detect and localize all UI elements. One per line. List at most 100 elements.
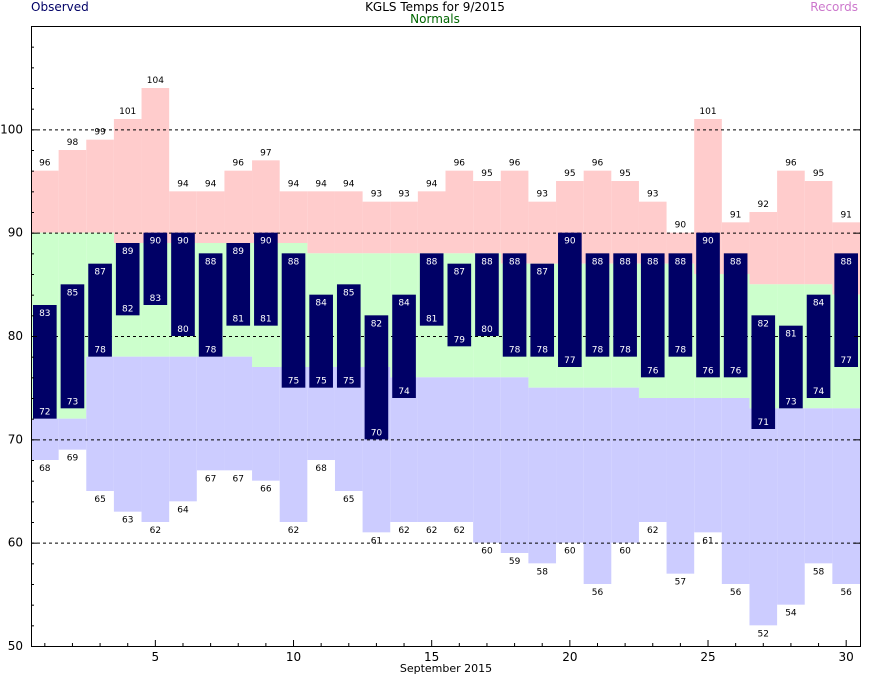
observed-high-label: 88: [647, 257, 659, 267]
record-high-bar: [279, 191, 308, 243]
observed-low-label: 78: [675, 346, 687, 356]
record-high-bar: [252, 160, 280, 243]
observed-high-label: 88: [592, 257, 604, 267]
observed-bar: [88, 263, 112, 357]
record-low-label: 65: [94, 495, 105, 505]
observed-bar: [668, 253, 693, 357]
record-high-bar: [473, 181, 501, 254]
record-high-bar: [390, 201, 418, 254]
record-low-label: 56: [592, 588, 604, 598]
observed-high-label: 84: [813, 299, 825, 309]
record-low-bar: [666, 398, 695, 574]
observed-low-label: 75: [288, 377, 299, 387]
record-high-label: 94: [315, 179, 327, 189]
observed-bar: [806, 294, 831, 398]
record-low-label: 60: [481, 547, 493, 557]
record-low-label: 60: [619, 547, 631, 557]
observed-bar: [143, 232, 168, 305]
observed-high-label: 89: [233, 247, 245, 257]
observed-high-label: 82: [758, 319, 769, 329]
record-low-bar: [832, 408, 860, 584]
y-tick-label: 80: [8, 329, 23, 343]
observed-bar: [751, 315, 776, 429]
observed-bar: [723, 253, 748, 378]
record-high-label: 93: [398, 190, 409, 200]
record-low-label: 67: [233, 474, 244, 484]
observed-low-label: 77: [840, 356, 851, 366]
observed-bar: [336, 284, 361, 388]
record-low-label: 67: [205, 474, 216, 484]
observed-low-label: 76: [647, 366, 659, 376]
observed-low-label: 81: [426, 315, 437, 325]
observed-low-label: 78: [509, 346, 521, 356]
record-high-label: 90: [675, 221, 687, 231]
record-high-label: 93: [536, 190, 547, 200]
observed-high-label: 90: [702, 237, 714, 247]
observed-layer: [33, 232, 858, 440]
observed-high-label: 90: [150, 237, 162, 247]
record-low-label: 62: [454, 526, 465, 536]
record-high-label: 96: [592, 159, 604, 169]
observed-bar: [392, 294, 416, 398]
record-low-bar: [279, 367, 308, 522]
record-high-label: 101: [699, 107, 716, 117]
record-high-label: 94: [177, 179, 189, 189]
observed-high-label: 87: [454, 268, 465, 278]
record-high-bar: [777, 170, 805, 285]
record-low-bar: [500, 377, 529, 553]
observed-high-label: 82: [371, 319, 382, 329]
observed-high-label: 90: [564, 237, 576, 247]
legend-observed: Observed: [31, 0, 89, 14]
observed-low-label: 74: [813, 387, 825, 397]
observed-bar: [447, 263, 472, 347]
record-low-bar: [252, 367, 280, 481]
record-low-label: 62: [150, 526, 161, 536]
observed-low-label: 83: [150, 294, 161, 304]
record-low-bar: [58, 418, 87, 450]
record-high-bar: [58, 150, 87, 233]
record-low-bar: [749, 408, 778, 626]
record-low-bar: [473, 377, 501, 543]
record-high-bar: [86, 139, 114, 233]
y-tick-label: 100: [0, 122, 23, 136]
observed-low-label: 76: [702, 366, 714, 376]
record-low-label: 62: [398, 526, 409, 536]
record-low-label: 62: [288, 526, 299, 536]
observed-low-label: 71: [758, 418, 769, 428]
record-high-label: 96: [785, 159, 797, 169]
record-low-label: 58: [813, 567, 825, 577]
observed-bar: [171, 232, 195, 336]
record-high-label: 101: [119, 107, 136, 117]
record-high-label: 94: [288, 179, 300, 189]
record-low-bar: [417, 377, 446, 522]
observed-high-label: 85: [67, 288, 78, 298]
record-low-bar: [113, 356, 142, 512]
observed-bar: [419, 253, 444, 326]
record-low-bar: [196, 356, 225, 471]
observed-bar: [779, 325, 803, 409]
record-high-label: 95: [481, 169, 492, 179]
observed-low-label: 73: [67, 397, 78, 407]
record-low-layer: [31, 356, 860, 626]
observed-low-label: 78: [94, 346, 106, 356]
record-low-label: 62: [426, 526, 437, 536]
record-low-bar: [583, 387, 612, 584]
record-low-label: 59: [509, 557, 521, 567]
observed-bar: [585, 253, 610, 357]
legend-records: Records: [810, 0, 858, 14]
observed-bar: [834, 253, 858, 367]
observed-high-label: 88: [840, 257, 852, 267]
record-low-label: 61: [371, 536, 382, 546]
observed-low-label: 77: [564, 356, 575, 366]
record-high-bar: [749, 212, 778, 285]
observed-low-label: 75: [315, 377, 326, 387]
record-high-label: 104: [147, 76, 164, 86]
x-axis-label: September 2015: [400, 662, 492, 675]
record-low-bar: [141, 356, 170, 522]
record-high-label: 94: [343, 179, 355, 189]
observed-high-label: 88: [730, 257, 742, 267]
record-high-bar: [334, 191, 363, 254]
observed-high-label: 90: [260, 237, 272, 247]
observed-low-label: 73: [785, 397, 796, 407]
observed-bar: [309, 294, 333, 388]
